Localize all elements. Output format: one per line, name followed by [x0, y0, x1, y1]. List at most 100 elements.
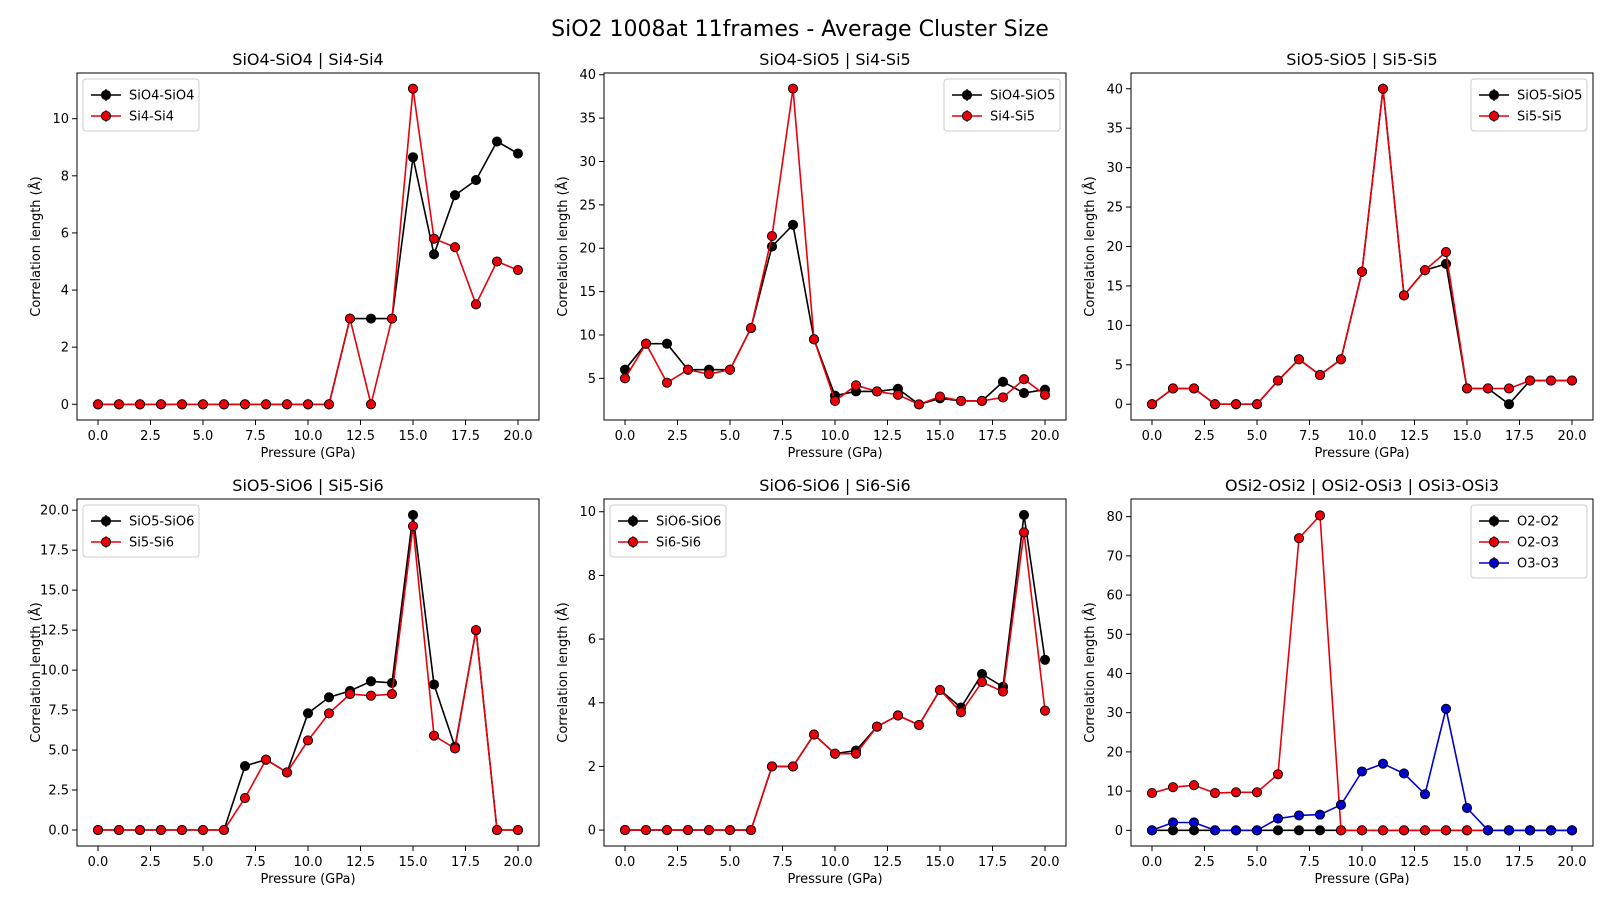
x-tick-label: 0.0: [88, 855, 109, 870]
data-point: [1377, 83, 1389, 94]
data-point: [1524, 825, 1536, 836]
x-tick-label: 2.5: [667, 429, 688, 444]
legend-marker: [1488, 110, 1500, 122]
data-point: [997, 686, 1009, 697]
legend-label: SiO4-SiO5: [990, 89, 1055, 104]
data-point: [934, 391, 946, 402]
legend-label: Si6-Si6: [656, 536, 701, 551]
legend: SiO4-SiO5 Si4-Si5: [943, 78, 1061, 132]
data-point: [682, 364, 694, 375]
data-point: [934, 684, 946, 696]
x-tick-label: 2.5: [140, 429, 161, 444]
data-point: [1545, 375, 1557, 386]
legend-marker: [1488, 89, 1500, 101]
data-point: [1314, 825, 1326, 836]
data-point: [871, 721, 883, 732]
data-point: [829, 748, 841, 759]
data-point: [1335, 799, 1347, 810]
x-axis-label: Pressure (GPa): [787, 446, 882, 461]
data-point: [407, 509, 419, 521]
y-tick-label: 0: [1115, 824, 1123, 839]
data-point: [239, 760, 251, 772]
data-point: [1461, 802, 1473, 814]
data-point: [449, 190, 461, 201]
data-point: [1503, 825, 1515, 836]
y-tick-label: 2: [61, 341, 69, 356]
data-point: [640, 338, 652, 349]
legend-marker: [1488, 536, 1500, 548]
legend-label: SiO4-SiO4: [129, 89, 194, 104]
x-tick-label: 5.0: [1247, 855, 1268, 870]
x-tick-label: 7.5: [245, 429, 266, 444]
subplot-title: SiO4-SiO4 | Si4-Si4: [232, 50, 383, 69]
data-point: [1566, 375, 1578, 386]
data-point: [1398, 768, 1410, 779]
x-tick-label: 20.0: [1031, 855, 1060, 870]
subplot-2: SiO4-SiO5 | Si4-Si5 0.0 2.5 5.0 7.5 10.0 12.5 1…: [555, 50, 1067, 461]
data-point: [850, 380, 862, 391]
x-tick-label: 2.5: [140, 855, 161, 870]
x-tick-label: 0.0: [615, 429, 636, 444]
data-point: [661, 377, 673, 388]
data-point: [850, 748, 862, 759]
data-point: [1230, 825, 1242, 836]
data-point: [113, 824, 125, 836]
legend-marker: [961, 110, 973, 122]
data-point: [1018, 509, 1030, 520]
data-point: [1209, 825, 1221, 836]
data-point: [92, 824, 104, 836]
data-point: [1251, 787, 1263, 798]
data-point: [1524, 375, 1536, 386]
legend-marker: [100, 89, 112, 101]
legend-label: Si4-Si5: [990, 110, 1035, 125]
data-point: [407, 152, 419, 163]
data-point: [134, 824, 146, 836]
data-point: [1566, 825, 1578, 836]
x-tick-label: 17.5: [451, 855, 480, 870]
data-point: [1293, 810, 1305, 821]
data-point: [1209, 788, 1221, 799]
data-point: [197, 399, 209, 410]
data-point: [491, 256, 503, 267]
data-point: [281, 399, 293, 410]
y-tick-label: 10: [579, 328, 596, 343]
data-point: [997, 376, 1009, 387]
data-point: [997, 392, 1009, 403]
data-point: [976, 677, 988, 688]
legend-box: [82, 78, 200, 132]
legend-box: [82, 504, 200, 558]
y-tick-label: 10: [52, 112, 69, 127]
y-tick-label: 35: [1106, 122, 1123, 137]
data-point: [808, 729, 820, 740]
x-tick-label: 5.0: [1247, 429, 1268, 444]
data-point: [470, 175, 482, 186]
legend-label: O2-O2: [1517, 515, 1559, 530]
legend: SiO5-SiO6 Si5-Si6: [82, 504, 200, 558]
data-point: [1188, 817, 1200, 828]
y-tick-label: 10: [579, 505, 596, 520]
y-tick-label: 20: [1106, 240, 1123, 255]
y-axis-label: Correlation length (Å): [28, 176, 44, 316]
y-axis-label: Correlation length (Å): [1082, 176, 1098, 316]
subplot-title: SiO5-SiO6 | Si5-Si6: [232, 476, 383, 495]
y-tick-label: 10: [1106, 319, 1123, 334]
data-point: [512, 824, 524, 836]
data-point: [428, 679, 440, 690]
data-point: [1419, 789, 1431, 800]
data-point: [281, 767, 293, 778]
x-tick-label: 10.0: [1348, 855, 1377, 870]
legend-label: O2-O3: [1517, 536, 1559, 551]
data-point: [113, 399, 125, 410]
legend: SiO4-SiO4 Si4-Si4: [82, 78, 200, 132]
y-tick-label: 5: [588, 372, 596, 387]
y-tick-label: 17.5: [40, 544, 69, 559]
data-point: [386, 677, 398, 688]
data-point: [365, 676, 377, 687]
data-point: [1356, 266, 1368, 277]
x-axis-label: Pressure (GPa): [1314, 446, 1409, 461]
data-point: [155, 399, 167, 410]
data-point: [1440, 258, 1452, 269]
data-point: [1482, 825, 1494, 836]
data-point: [766, 231, 778, 242]
y-tick-label: 70: [1106, 549, 1123, 564]
